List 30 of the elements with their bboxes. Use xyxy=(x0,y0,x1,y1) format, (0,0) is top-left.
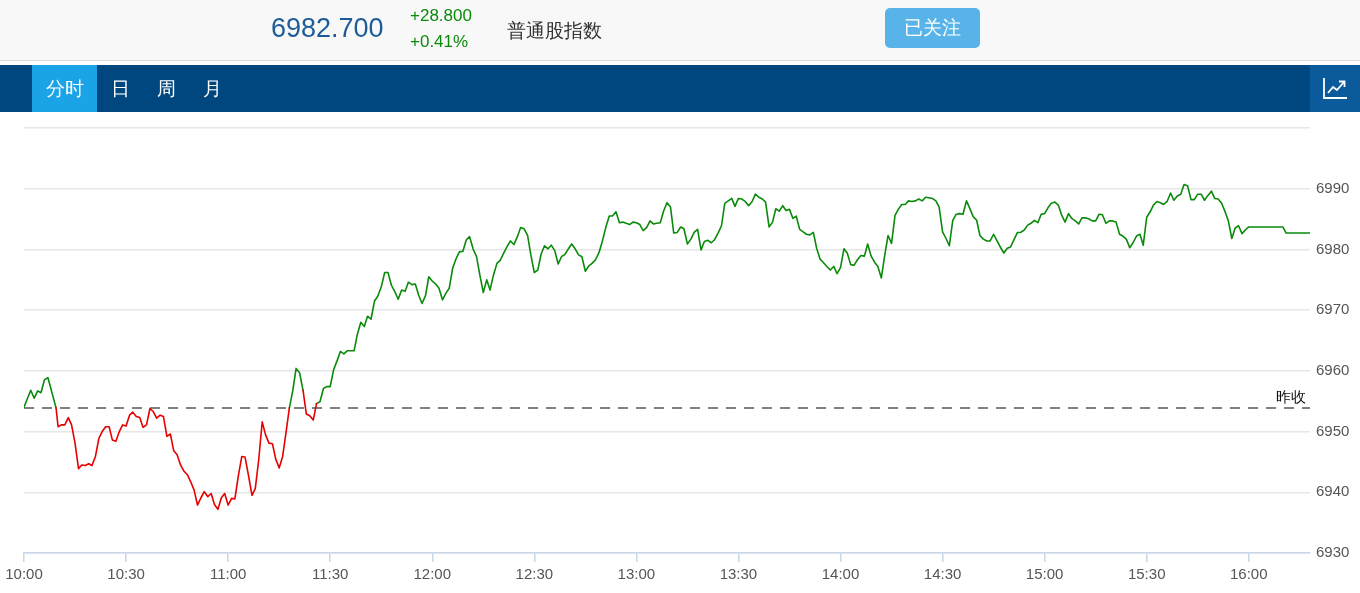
x-tick-label: 11:30 xyxy=(311,565,349,583)
x-tick-label: 15:30 xyxy=(1127,565,1166,583)
y-tick-label: 6940 xyxy=(1316,482,1350,500)
y-tick-label: 6980 xyxy=(1316,239,1350,257)
text: 日 xyxy=(110,76,130,101)
x-tick-label: 11:00 xyxy=(209,565,247,583)
x-tick-label: 14:30 xyxy=(923,565,962,583)
y-tick-label: 6950 xyxy=(1316,421,1350,439)
button: 已关注 xyxy=(885,8,980,48)
x-tick-label: 16:00 xyxy=(1229,565,1268,583)
text: 周 xyxy=(156,76,176,101)
x-tick-label: 14:00 xyxy=(821,565,860,583)
x-tick-label: 12:00 xyxy=(413,565,452,583)
x-tick-label: 10:30 xyxy=(107,565,145,583)
y-tick-label: 6930 xyxy=(1316,543,1350,561)
selected-tab: 分时 xyxy=(32,65,97,112)
x-tick-label: 13:30 xyxy=(719,565,758,583)
x-tick-label: 12:30 xyxy=(515,565,554,583)
ref-line-label: 昨收 xyxy=(1276,387,1306,405)
text: +28.800 xyxy=(410,6,472,25)
x-tick-label: 13:00 xyxy=(617,565,656,583)
text: 月 xyxy=(202,76,222,101)
y-tick-label: 6990 xyxy=(1316,178,1350,196)
x-tick-label: 15:00 xyxy=(1025,565,1064,583)
text: 6982.700 xyxy=(271,13,384,43)
x-tick-label: 10:00 xyxy=(5,565,43,583)
y-tick-label: 6960 xyxy=(1316,361,1350,378)
y-tick-label: 6970 xyxy=(1316,300,1350,318)
chart-title: 普通股指数 xyxy=(507,20,602,41)
text: +0.41% xyxy=(410,32,469,51)
